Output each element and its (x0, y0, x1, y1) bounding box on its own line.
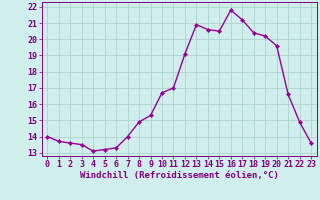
X-axis label: Windchill (Refroidissement éolien,°C): Windchill (Refroidissement éolien,°C) (80, 171, 279, 180)
